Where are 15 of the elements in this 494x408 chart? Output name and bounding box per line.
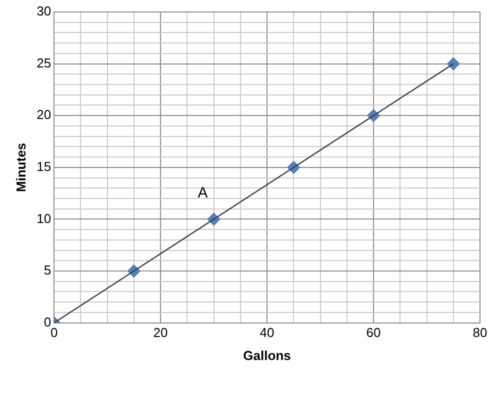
y-tick-label: 20 xyxy=(36,107,52,122)
y-tick-label: 30 xyxy=(36,4,52,19)
x-tick-label: 20 xyxy=(153,325,168,340)
y-tick-label: 10 xyxy=(36,210,52,226)
x-axis-title: Gallons xyxy=(243,348,291,363)
y-tick-label: 5 xyxy=(44,262,52,278)
point xyxy=(446,57,460,70)
y-tick-label: 0 xyxy=(44,314,52,330)
x-tick-label: 60 xyxy=(366,325,381,340)
y-axis-title: Minutes xyxy=(13,142,28,192)
y-tick-label: 15 xyxy=(36,158,52,174)
x-tick-label: 40 xyxy=(260,325,274,340)
annotation: A xyxy=(198,184,208,202)
y-tick-label: 25 xyxy=(36,55,52,70)
x-tick-label: 80 xyxy=(472,325,488,340)
